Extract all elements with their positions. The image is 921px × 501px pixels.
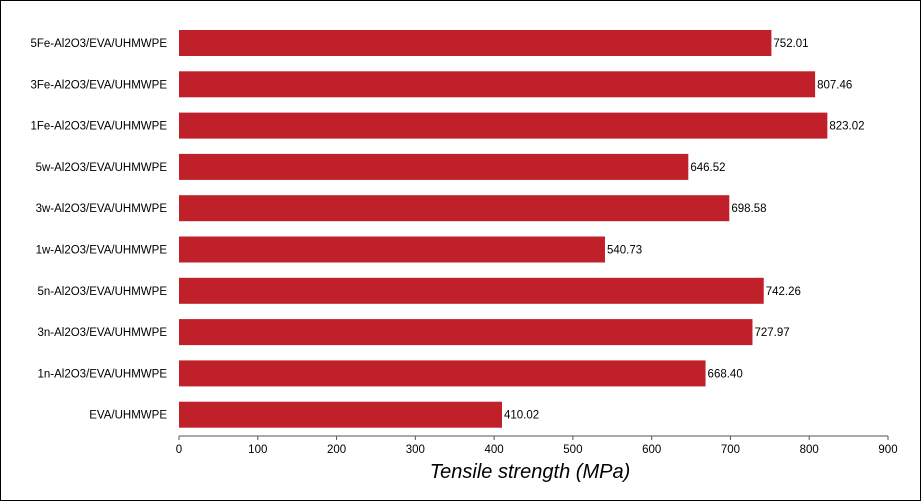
- x-tick-label: 700: [721, 444, 740, 456]
- value-label: 807.46: [817, 79, 852, 91]
- category-label: 1n-Al2O3/EVA/UHMWPE: [37, 368, 167, 380]
- category-label: 3n-Al2O3/EVA/UHMWPE: [37, 327, 167, 339]
- bars-group: [179, 30, 828, 428]
- bar: [179, 360, 706, 387]
- bar: [179, 319, 753, 346]
- bar: [179, 195, 730, 222]
- category-label: 1w-Al2O3/EVA/UHMWPE: [36, 245, 168, 257]
- bar: [179, 401, 503, 428]
- value-label: 540.73: [607, 245, 642, 257]
- bar: [179, 71, 816, 98]
- bar: [179, 236, 605, 263]
- category-label: 5w-Al2O3/EVA/UHMWPE: [36, 162, 168, 174]
- value-label: 668.40: [708, 368, 743, 380]
- category-label: 5Fe-Al2O3/EVA/UHMWPE: [30, 38, 167, 50]
- value-label: 646.52: [690, 162, 725, 174]
- x-axis-title: Tensile strength (MPa): [430, 461, 630, 483]
- x-tick-label: 400: [485, 444, 504, 456]
- category-label: EVA/UHMWPE: [89, 410, 167, 422]
- bar: [179, 153, 689, 180]
- x-tick-label: 500: [563, 444, 582, 456]
- bar: [179, 30, 772, 56]
- category-label: 1Fe-Al2O3/EVA/UHMWPE: [30, 121, 167, 133]
- category-label: 3Fe-Al2O3/EVA/UHMWPE: [30, 79, 167, 91]
- x-tick-label: 900: [878, 444, 897, 456]
- value-label: 698.58: [731, 203, 766, 215]
- x-tick-label: 300: [406, 444, 425, 456]
- value-labels-group: 752.01 807.46 823.02 646.52 698.58 540.73 742.…: [504, 38, 865, 422]
- category-label: 5n-Al2O3/EVA/UHMWPE: [37, 286, 167, 298]
- x-tick-label: 800: [800, 444, 819, 456]
- value-label: 742.26: [766, 286, 801, 298]
- x-tick-label: 200: [327, 444, 346, 456]
- value-label: 752.01: [773, 38, 808, 50]
- value-label: 410.02: [504, 410, 539, 422]
- x-tick-label: 100: [248, 444, 267, 456]
- x-tick-label: 600: [642, 444, 661, 456]
- category-label: 3w-Al2O3/EVA/UHMWPE: [36, 203, 168, 215]
- category-labels-group: 5Fe-Al2O3/EVA/UHMWPE 3Fe-Al2O3/EVA/UHMWPE…: [30, 38, 167, 422]
- value-label: 823.02: [829, 121, 864, 133]
- x-tick-label: 0: [176, 444, 182, 456]
- value-label: 727.97: [754, 327, 789, 339]
- bar: [179, 277, 764, 304]
- bar: [179, 112, 828, 139]
- x-axis: 0 100 200 300 400 500 600 700 800 900: [176, 435, 898, 456]
